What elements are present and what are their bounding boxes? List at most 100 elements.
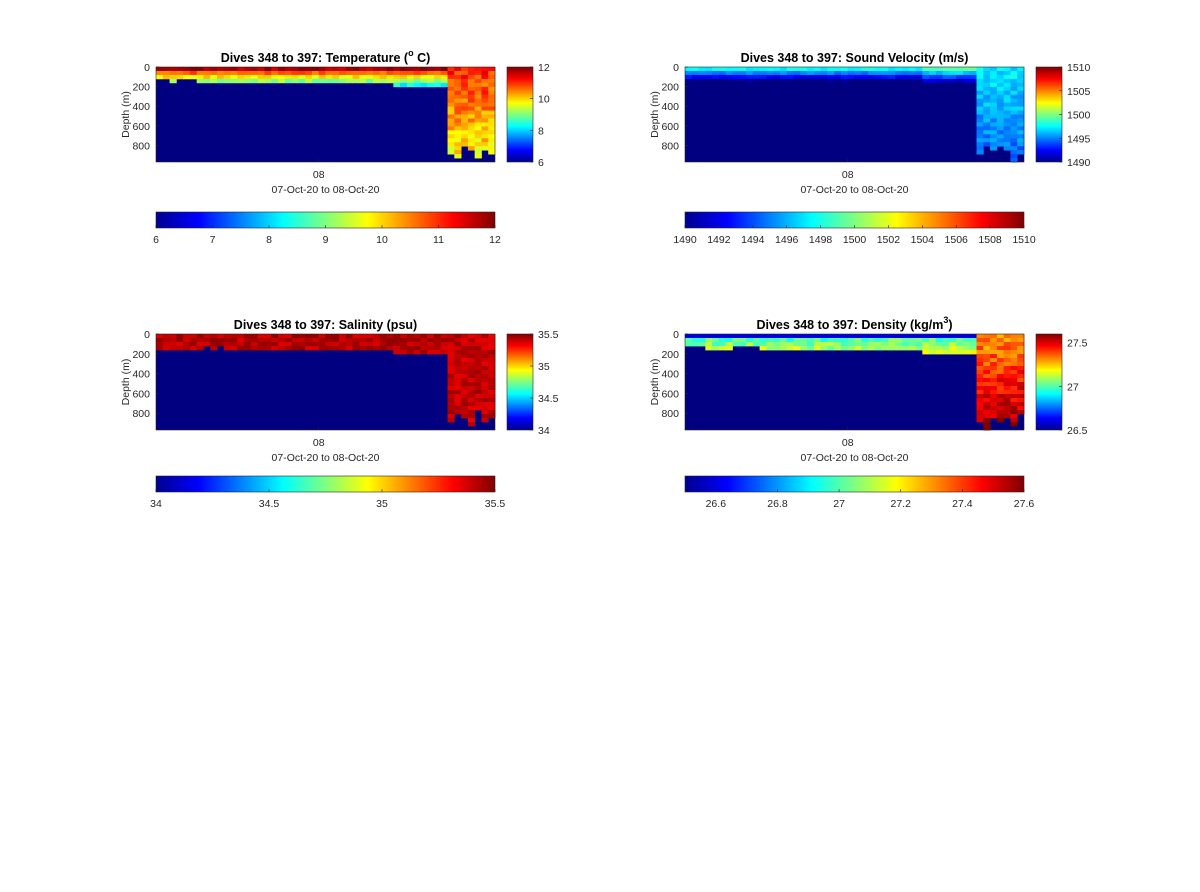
heatmap-cell [156, 346, 164, 351]
heatmap-cell [746, 70, 754, 76]
heatmap-cell [990, 362, 998, 367]
heatmap-cell [210, 70, 218, 76]
heatmap-cell [1010, 402, 1018, 407]
heatmap-cell [427, 67, 435, 72]
heatmap-cell [244, 67, 252, 72]
heatmap-cell [807, 78, 815, 84]
heatmap-cell [461, 86, 469, 92]
heatmap-cell [712, 74, 720, 80]
heatmap-cell [1010, 86, 1018, 92]
heatmap-cell [996, 106, 1005, 111]
heatmap-cell [474, 106, 482, 111]
heatmap-cell [990, 394, 998, 399]
heatmap-cell [447, 114, 455, 119]
heatmap-cell [474, 110, 482, 115]
heatmap-cell [345, 67, 354, 72]
heatmap-cell [1003, 102, 1011, 107]
heatmap-cell [196, 78, 204, 84]
heatmap-cell [474, 390, 482, 395]
heatmap-cell [366, 67, 374, 72]
heatmap-cell [481, 366, 489, 371]
heatmap-cell [189, 74, 198, 80]
heatmap-cell [956, 338, 964, 343]
heatmap-cell [895, 78, 903, 84]
heatmap-cell [467, 394, 476, 399]
heatmap-cell [766, 338, 774, 343]
heatmap-cell [461, 122, 469, 127]
heatmap-cell [454, 374, 462, 379]
heatmap-cell [942, 74, 950, 80]
heatmap-cell [257, 346, 265, 351]
heatmap-cell [305, 342, 313, 347]
heatmap-cell [210, 342, 218, 347]
heatmap-cell [461, 370, 469, 375]
heatmap-cell [813, 338, 821, 343]
heatmap-cell [481, 70, 489, 76]
heatmap-cell [325, 346, 333, 351]
heatmap-cell [1010, 394, 1018, 399]
heatmap-cell [1017, 334, 1025, 339]
heatmap-cell [447, 90, 455, 96]
heatmap-cell [406, 70, 415, 76]
chart-title: Dives 348 to 397: Sound Velocity (m/s) [741, 51, 969, 65]
heatmap-cell [698, 67, 706, 72]
heatmap-cell [474, 394, 482, 399]
heatmap-cell [447, 126, 455, 131]
heatmap-cell [732, 67, 740, 72]
heatmap-cell [488, 78, 496, 84]
heatmap-cell [929, 78, 937, 84]
heatmap-cell [217, 70, 225, 76]
heatmap-cell [990, 78, 998, 84]
heatmap-cell [427, 342, 435, 347]
heatmap-cell [990, 114, 998, 119]
heatmap-cell [454, 78, 462, 84]
heatmap-cell [685, 70, 693, 76]
heatmap-cell [454, 378, 462, 383]
heatmap-cell [406, 342, 415, 347]
heatmap-cell [488, 106, 496, 111]
heatmap-cell [447, 110, 455, 115]
heatmap-cell [759, 67, 767, 72]
heatmap-cell [461, 354, 469, 359]
heatmap-cell [983, 382, 991, 387]
heatmap-cell [705, 74, 713, 80]
heatmap-cell [461, 398, 469, 403]
bottom-colorbar-tick-label: 8 [266, 234, 272, 246]
heatmap-cell [1010, 110, 1018, 115]
heatmap-cell [237, 78, 245, 84]
heatmap-cell [488, 90, 496, 96]
heatmap-cell [305, 78, 313, 84]
heatmap-cell [447, 418, 455, 423]
heatmap-cell [990, 354, 998, 359]
subplot-density: Dives 348 to 397: Density (kg/m3) 0 200 400… [649, 315, 1088, 510]
heatmap-cell [467, 94, 476, 100]
heatmap-cell [481, 378, 489, 383]
axes-frame [155, 333, 496, 431]
heatmap-cell [1017, 130, 1025, 135]
heatmap-cell [1017, 118, 1025, 123]
side-colorbar [1035, 66, 1063, 163]
heatmap-cell [447, 370, 455, 375]
heatmap-cell [379, 74, 387, 80]
heatmap-cell [481, 74, 489, 80]
heatmap-cell [990, 370, 998, 375]
heatmap-cell [447, 94, 455, 100]
bottom-colorbar-tick-label: 35.5 [485, 498, 506, 510]
heatmap-cell [406, 350, 415, 355]
heatmap-cell [854, 342, 862, 347]
heatmap-cell [739, 70, 747, 76]
heatmap-cell [840, 342, 849, 347]
bottom-colorbar [684, 475, 1025, 493]
heatmap-cell [467, 142, 476, 147]
heatmap-cell [739, 334, 747, 339]
heatmap-cell [949, 338, 957, 343]
heatmap-cell [386, 342, 394, 347]
heatmap-cell [1003, 142, 1011, 147]
heatmap-cell [454, 138, 462, 143]
heatmap-cell [447, 394, 455, 399]
heatmap-cell [969, 74, 977, 80]
heatmap-cell [996, 362, 1005, 367]
heatmap-cell [847, 74, 855, 80]
heatmap-cell [685, 342, 693, 347]
y-tick-label: 800 [661, 140, 679, 152]
